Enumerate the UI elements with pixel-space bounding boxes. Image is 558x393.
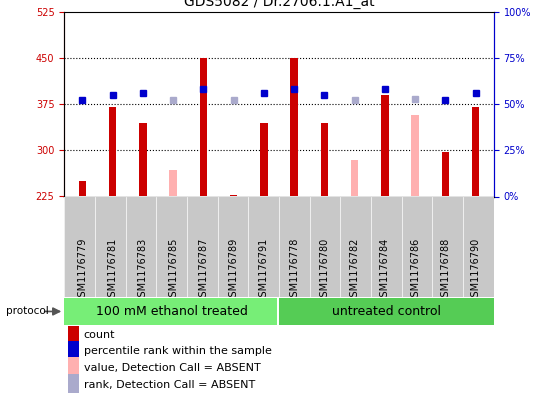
Bar xyxy=(472,107,479,196)
Text: 100 mM ethanol treated: 100 mM ethanol treated xyxy=(95,305,248,318)
Text: untreated control: untreated control xyxy=(332,305,441,318)
Bar xyxy=(79,181,86,196)
Bar xyxy=(279,298,494,325)
Text: value, Detection Call = ABSENT: value, Detection Call = ABSENT xyxy=(84,363,260,373)
Bar xyxy=(321,123,328,196)
Text: rank, Detection Call = ABSENT: rank, Detection Call = ABSENT xyxy=(84,380,255,389)
Bar xyxy=(290,58,298,196)
Bar xyxy=(69,340,79,362)
Bar xyxy=(441,152,449,196)
Text: protocol: protocol xyxy=(6,307,49,316)
Bar xyxy=(260,123,268,196)
Bar xyxy=(200,58,207,196)
Bar xyxy=(69,324,79,345)
Bar xyxy=(109,107,117,196)
Title: GDS5082 / Dr.2706.1.A1_at: GDS5082 / Dr.2706.1.A1_at xyxy=(184,0,374,9)
Bar xyxy=(139,123,147,196)
Text: count: count xyxy=(84,330,115,340)
Bar xyxy=(381,95,389,196)
Bar xyxy=(69,374,79,393)
Bar xyxy=(64,298,277,325)
Text: percentile rank within the sample: percentile rank within the sample xyxy=(84,346,271,356)
Bar xyxy=(69,357,79,379)
Bar xyxy=(411,115,419,196)
Bar xyxy=(230,195,237,196)
Bar xyxy=(169,170,177,196)
Bar xyxy=(351,160,358,196)
